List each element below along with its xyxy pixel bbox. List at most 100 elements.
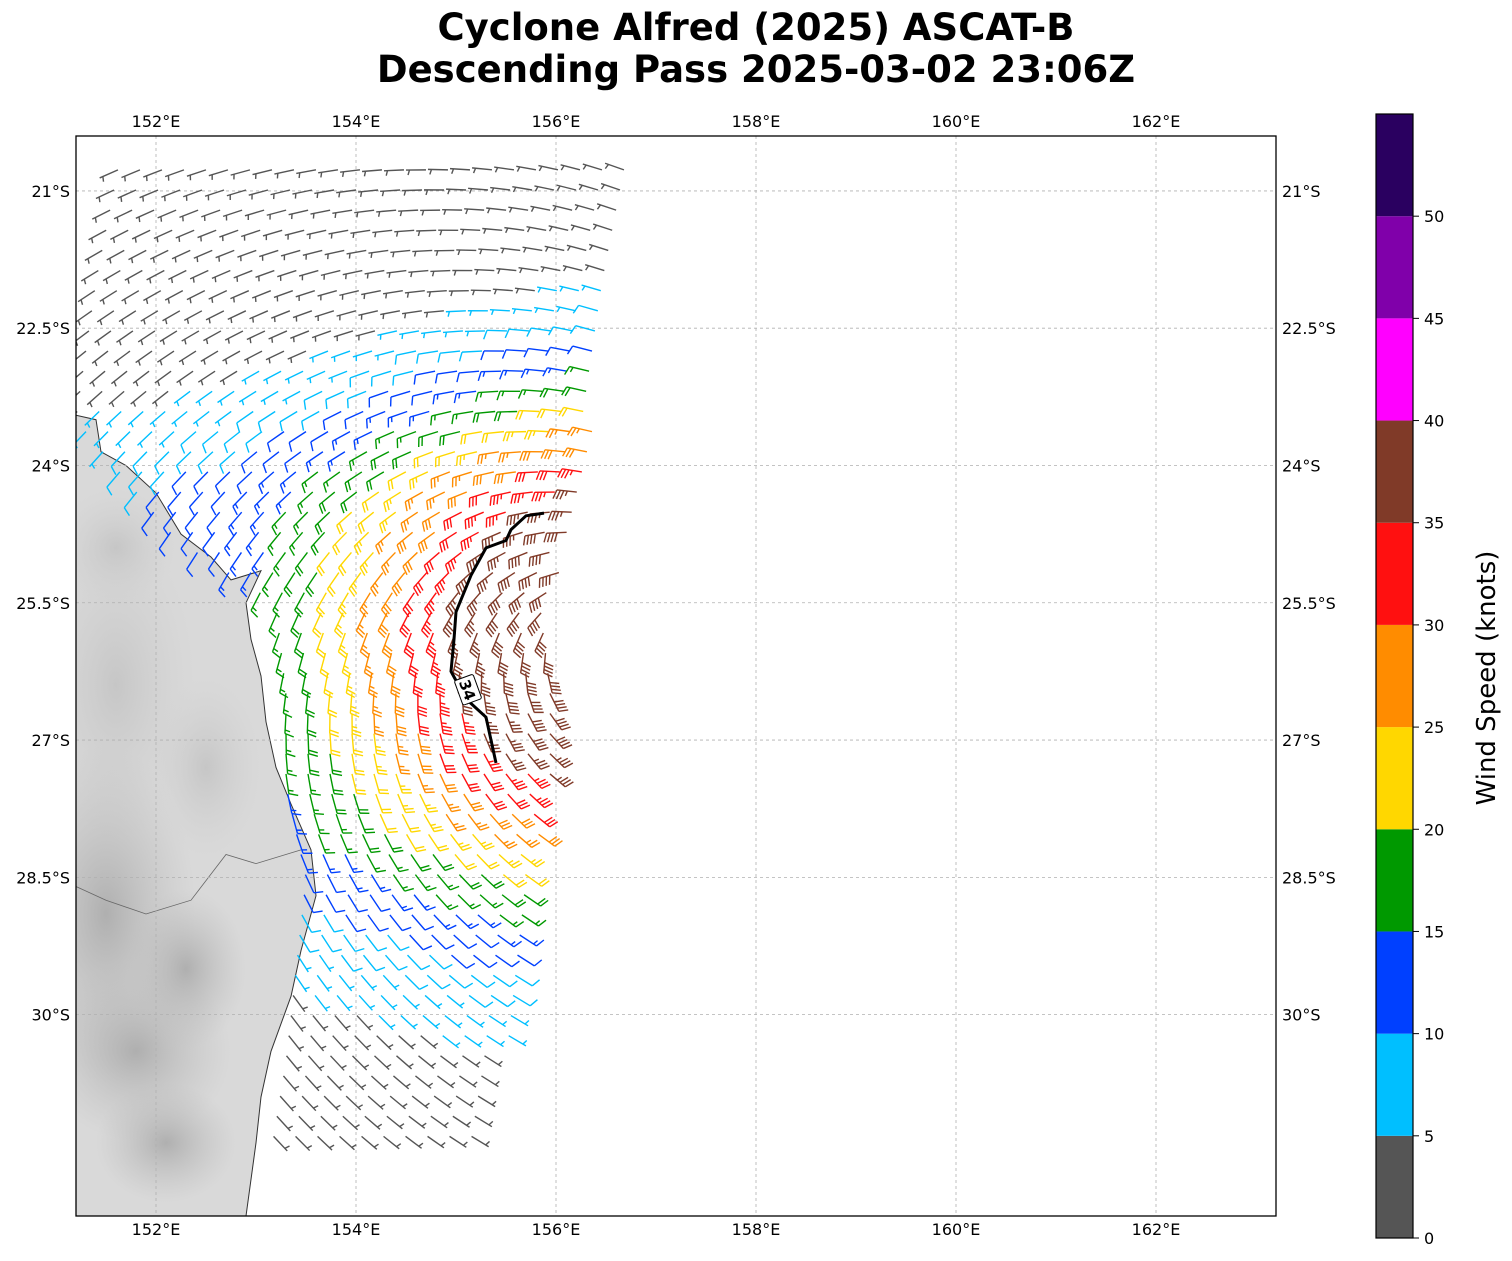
- wind-barb: [201, 431, 219, 454]
- wind-barb: [389, 1095, 408, 1110]
- wind-barb: [298, 1115, 316, 1132]
- wind-barb: [412, 249, 433, 257]
- wind-barb: [214, 471, 231, 495]
- wind-barb: [401, 310, 422, 319]
- wind-barb: [292, 310, 313, 322]
- wind-barb: [592, 223, 613, 231]
- wind-barb: [317, 834, 336, 854]
- wind-barb: [345, 914, 367, 933]
- wind-barb: [413, 451, 434, 469]
- wind-barb: [249, 511, 265, 536]
- wind-barb: [395, 733, 409, 756]
- wind-barb: [306, 229, 327, 240]
- wind-barb: [210, 491, 226, 516]
- wind-barb: [167, 491, 182, 516]
- wind-barb: [383, 1135, 402, 1150]
- wind-barb: [443, 511, 463, 531]
- wind-barb: [504, 328, 529, 339]
- wind-barb: [251, 552, 265, 577]
- wind-barb: [362, 954, 386, 972]
- wind-barb: [154, 370, 172, 387]
- wind-barb: [301, 1095, 319, 1112]
- wind-barb: [439, 753, 457, 774]
- wind-barb: [522, 246, 543, 253]
- wind-barb: [377, 612, 389, 638]
- wind-barb: [271, 511, 287, 536]
- title-line-2: Descending Pass 2025-03-02 23:06Z: [376, 48, 1136, 91]
- wind-barb: [434, 249, 455, 256]
- wind-barb: [301, 673, 312, 699]
- wind-barb: [96, 310, 115, 326]
- wind-barb: [307, 733, 319, 757]
- wind-barb: [293, 632, 304, 659]
- wind-barb: [314, 511, 331, 535]
- wind-barb: [490, 994, 516, 1008]
- wind-barb: [493, 410, 518, 422]
- wind-barb: [415, 1075, 434, 1089]
- wind-barb: [211, 269, 231, 283]
- wind-barb: [271, 310, 291, 323]
- wind-barb: [273, 552, 286, 577]
- wind-barb: [373, 733, 386, 757]
- wind-barb: [369, 894, 391, 913]
- wind-barb: [466, 551, 484, 573]
- lat-tick-label: 21°S: [1282, 182, 1321, 201]
- wind-barb: [600, 182, 621, 191]
- wind-barb: [182, 189, 203, 201]
- wind-barb: [460, 531, 479, 552]
- wind-barb: [218, 572, 230, 598]
- wind-barb: [459, 1075, 478, 1088]
- wind-barb: [332, 209, 353, 219]
- wind-barb: [183, 310, 203, 324]
- wind-barb: [383, 491, 402, 513]
- wind-barb: [219, 229, 239, 242]
- wind-barb: [430, 1115, 449, 1129]
- wind-barb: [451, 954, 476, 969]
- wind-barb: [405, 833, 427, 853]
- wind-barb: [384, 954, 408, 971]
- wind-barb: [301, 914, 322, 934]
- wind-barb: [547, 673, 562, 695]
- wind-barb: [536, 408, 562, 419]
- wind-barb: [411, 390, 433, 406]
- colorbar-segment: [1376, 931, 1413, 1034]
- wind-barb: [285, 1055, 303, 1072]
- wind-barb: [361, 834, 381, 854]
- wind-barb: [504, 226, 525, 234]
- wind-barb: [123, 491, 138, 516]
- wind-barb: [380, 310, 400, 320]
- wind-barb: [458, 350, 483, 362]
- wind-barb: [487, 551, 506, 572]
- wind-barb: [413, 894, 436, 911]
- wind-barb: [538, 833, 563, 847]
- wind-barb: [442, 1035, 461, 1049]
- wind-barb: [389, 914, 412, 932]
- wind-barb: [295, 290, 316, 301]
- wind-barb: [505, 773, 528, 791]
- lat-tick-label: 21°S: [31, 182, 70, 201]
- wind-barb: [285, 733, 296, 758]
- colorbar-segment: [1376, 216, 1413, 319]
- lat-tick-label: 25.5°S: [16, 594, 70, 613]
- wind-barb: [327, 451, 346, 472]
- wind-barb: [249, 310, 269, 323]
- wind-barb: [106, 410, 122, 428]
- wind-barb: [335, 813, 353, 834]
- wind-barb: [352, 1055, 370, 1071]
- wind-barb: [250, 592, 261, 618]
- wind-barb: [310, 209, 331, 219]
- colorbar-label: Wind Speed (knots): [1472, 551, 1502, 806]
- wind-barb: [331, 431, 351, 451]
- wind-barb: [420, 1035, 439, 1050]
- wind-barb: [352, 350, 373, 362]
- wind-barb: [222, 350, 241, 365]
- wind-barb: [439, 430, 461, 446]
- wind-barb: [340, 169, 361, 178]
- wind-barb: [434, 572, 450, 596]
- lat-tick-label: 24°S: [1282, 456, 1321, 475]
- wind-barb: [458, 874, 483, 890]
- wind-barb: [522, 531, 545, 546]
- wind-barb: [508, 1035, 528, 1047]
- wind-barb: [536, 286, 557, 293]
- wind-barb: [337, 632, 348, 659]
